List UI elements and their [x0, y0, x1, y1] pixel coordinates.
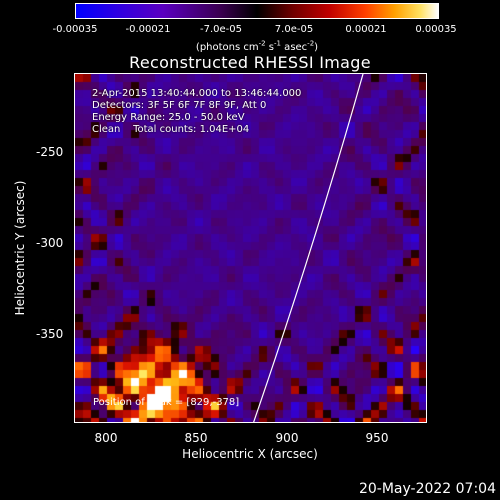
colorbar-tick: -0.00021: [125, 24, 171, 35]
colorbar-tick: 0.00035: [415, 24, 457, 35]
intensity-map: [75, 74, 426, 422]
colorbar-tick: -0.00035: [52, 24, 98, 35]
image-plot: [74, 73, 427, 423]
colorbar-unit: (photons cm-2 s-1 asec-2): [195, 40, 319, 54]
x-tick-label: 800: [94, 431, 118, 445]
clean-counts-label: Clean Total counts: 1.04E+04: [92, 124, 250, 135]
colorbar-tick: 7.0e-05: [274, 24, 314, 35]
peak-position-label: Position of Peak = [829,-378]: [93, 397, 240, 408]
colorbar-tick: -7.0e-05: [200, 24, 242, 35]
y-tick-label: -300: [36, 236, 64, 250]
y-tick-label: -250: [36, 145, 64, 159]
colorbar: [75, 3, 439, 19]
colorbar-tick: 0.00021: [345, 24, 387, 35]
x-tick-label: 900: [275, 431, 299, 445]
y-tick-label: -350: [36, 327, 64, 341]
detectors-label: Detectors: 3F 5F 6F 7F 8F 9F, Att 0: [92, 100, 267, 111]
energy-range-label: Energy Range: 25.0 - 50.0 keV: [92, 112, 245, 123]
chart-title: Reconstructed RHESSI Image: [129, 53, 371, 72]
plot-timestamp: 20-May-2022 07:04: [358, 481, 496, 497]
x-tick-label: 850: [184, 431, 208, 445]
solar-limb-line: [253, 74, 364, 422]
x-axis-label: Heliocentric X (arcsec): [182, 447, 318, 461]
y-axis-label: Heliocentric Y (arcsec): [13, 180, 27, 316]
x-tick-label: 950: [365, 431, 389, 445]
time-range-label: 2-Apr-2015 13:40:44.000 to 13:46:44.000: [92, 88, 302, 99]
